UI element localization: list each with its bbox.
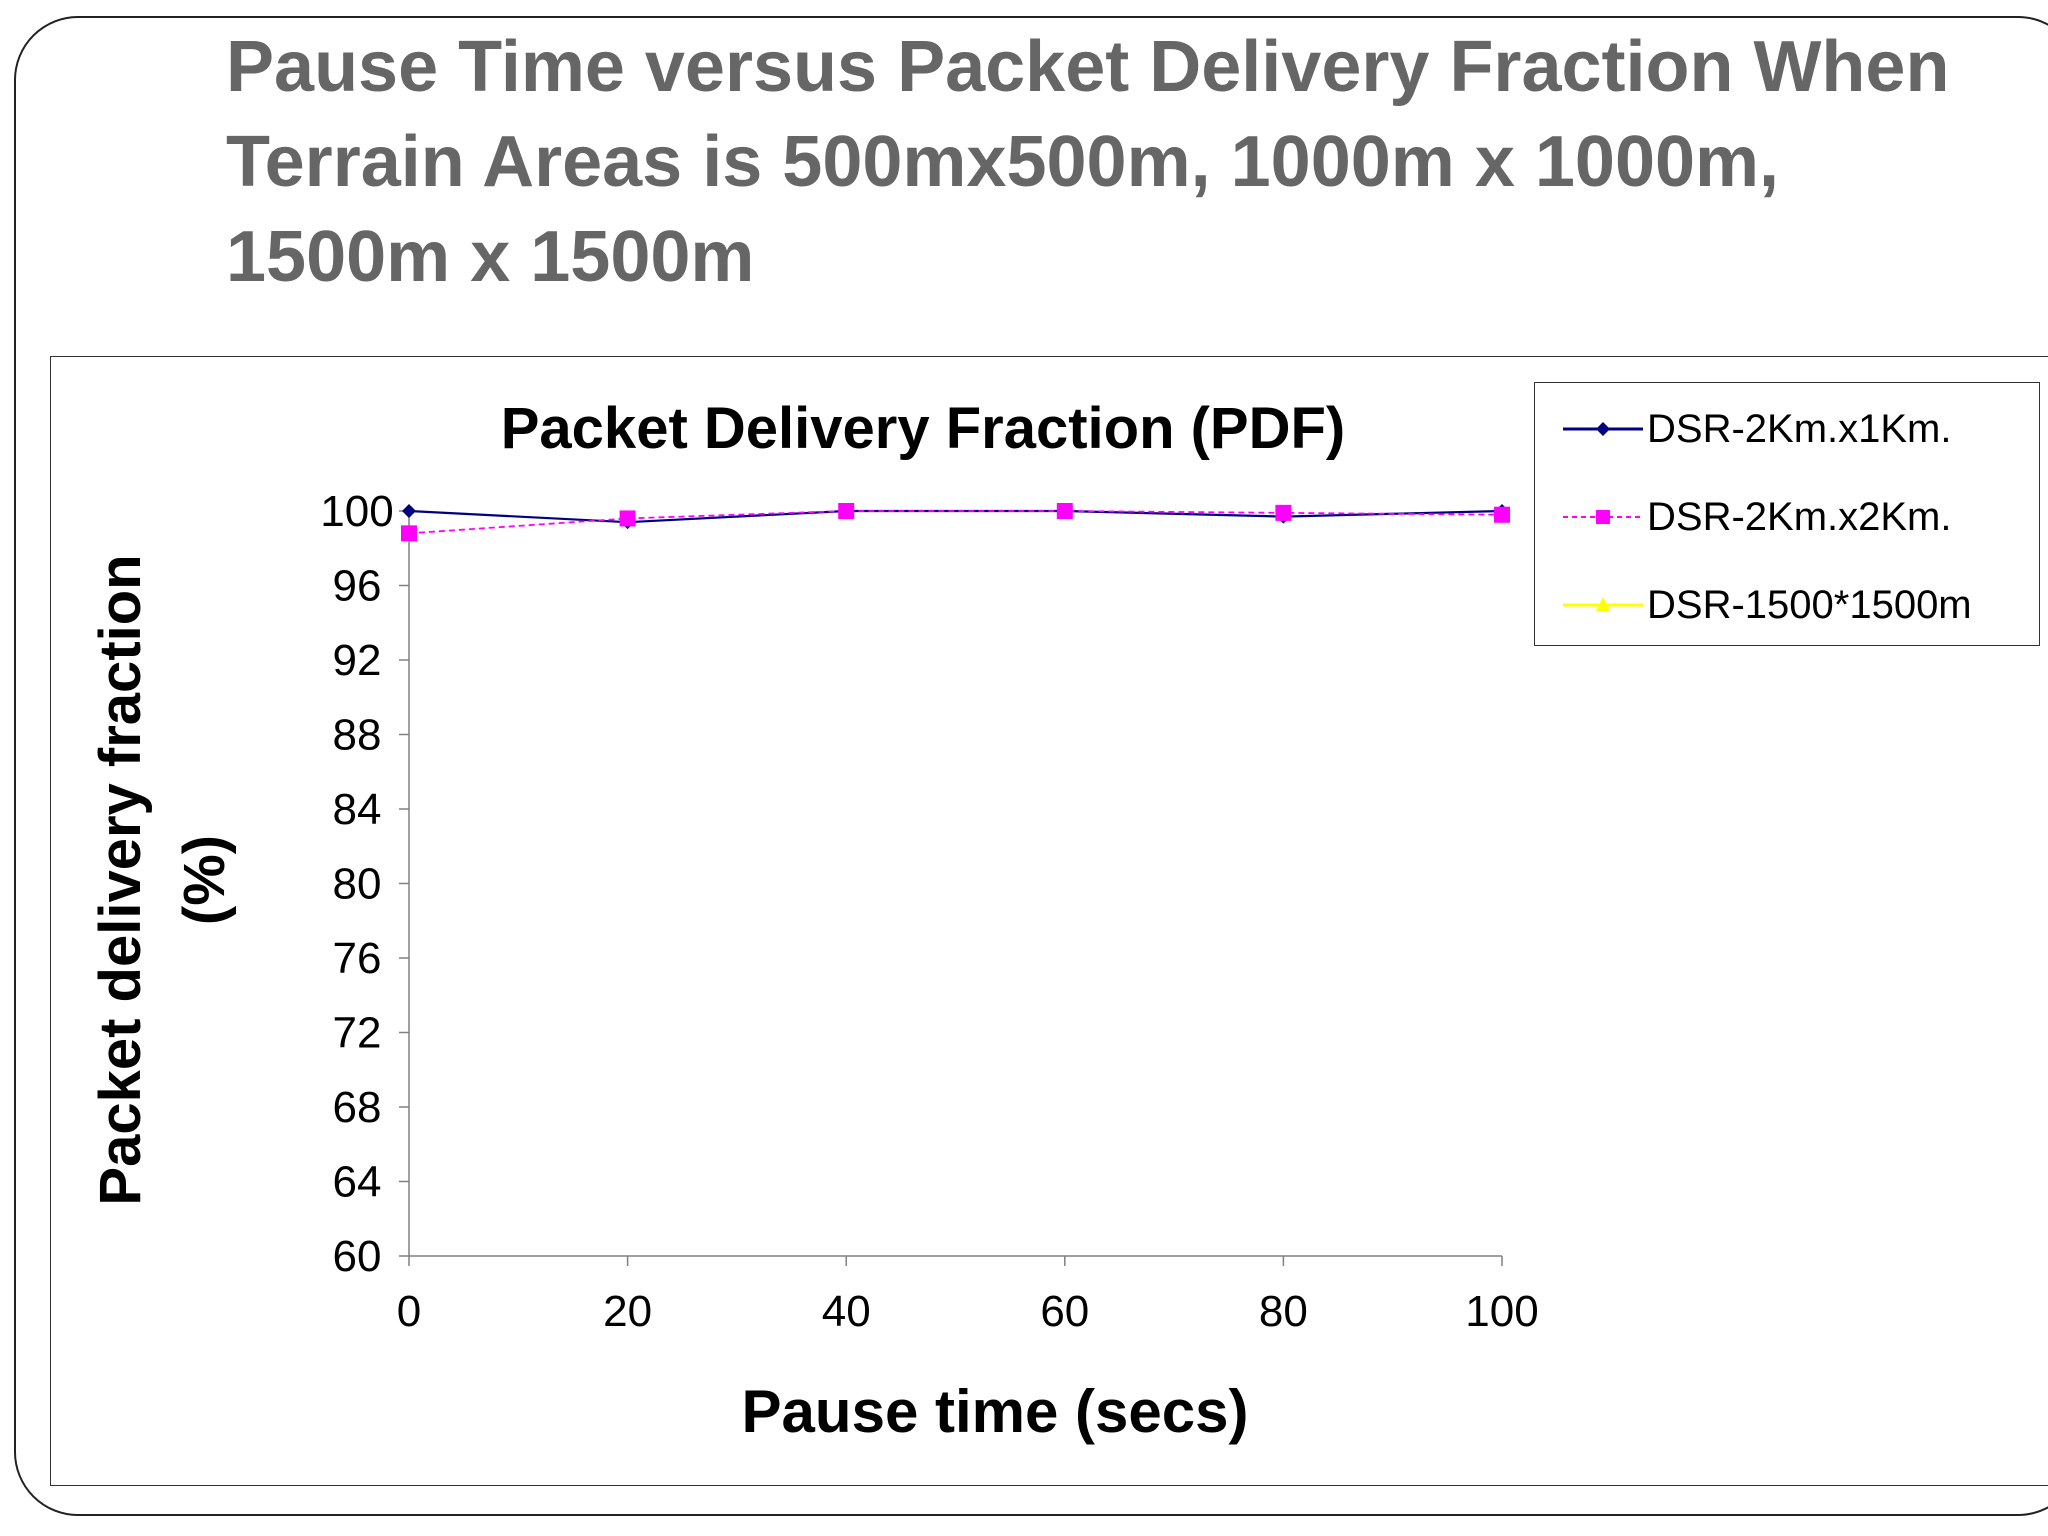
data-point — [619, 510, 636, 527]
data-point — [1056, 503, 1073, 519]
series-line-1 — [408, 509, 1503, 524]
y-tick-label: 76 — [333, 934, 382, 983]
y-tick-label: 92 — [333, 636, 382, 685]
x-tick-label: 80 — [1259, 1287, 1308, 1336]
y-tick-label: 84 — [333, 785, 382, 834]
x-tick-label: 0 — [397, 1287, 421, 1336]
y-tick-label: 80 — [333, 860, 382, 909]
y-axis-title: Packet delivery fraction (%) — [88, 554, 237, 1205]
legend-swatch-square-icon — [1563, 510, 1643, 524]
y-tick-label: 96 — [333, 562, 382, 611]
data-point — [1275, 504, 1292, 521]
y-tick-label: 68 — [333, 1083, 382, 1132]
series-line-2 — [408, 510, 1503, 535]
y-tick-label: 88 — [333, 711, 382, 760]
data-point — [402, 504, 416, 518]
legend-label: DSR-2Km.x1Km. — [1647, 406, 1952, 451]
data-point — [1494, 506, 1510, 523]
y-tick-label: 100 — [320, 487, 393, 536]
x-tick-label: 60 — [1040, 1287, 1089, 1336]
y-tick-label: 64 — [333, 1158, 382, 1207]
x-tick-label: 40 — [822, 1287, 871, 1336]
legend: DSR-2Km.x1Km. DSR-2Km.x2Km. DSR-1500*150… — [1534, 382, 2040, 646]
legend-swatch-triangle-icon — [1563, 597, 1643, 611]
x-tick-label: 20 — [603, 1287, 652, 1336]
chart-title: Packet Delivery Fraction (PDF) — [501, 396, 1346, 461]
legend-swatch-diamond-icon — [1563, 422, 1643, 436]
x-axis-title: Pause time (secs) — [742, 1378, 1249, 1445]
data-point — [401, 525, 417, 542]
data-point — [838, 503, 855, 519]
legend-label: DSR-2Km.x2Km. — [1647, 494, 1952, 539]
legend-item: DSR-2Km.x2Km. — [1563, 487, 2033, 547]
slide-title: Pause Time versus Packet Delivery Fracti… — [226, 27, 1950, 297]
x-tick-label: 100 — [1465, 1287, 1538, 1336]
legend-item: DSR-1500*1500m — [1563, 575, 2033, 635]
y-tick-label: 72 — [333, 1009, 382, 1058]
y-tick-label: 60 — [333, 1232, 382, 1281]
legend-label: DSR-1500*1500m — [1647, 582, 1972, 627]
legend-item: DSR-2Km.x1Km. — [1563, 399, 2033, 459]
